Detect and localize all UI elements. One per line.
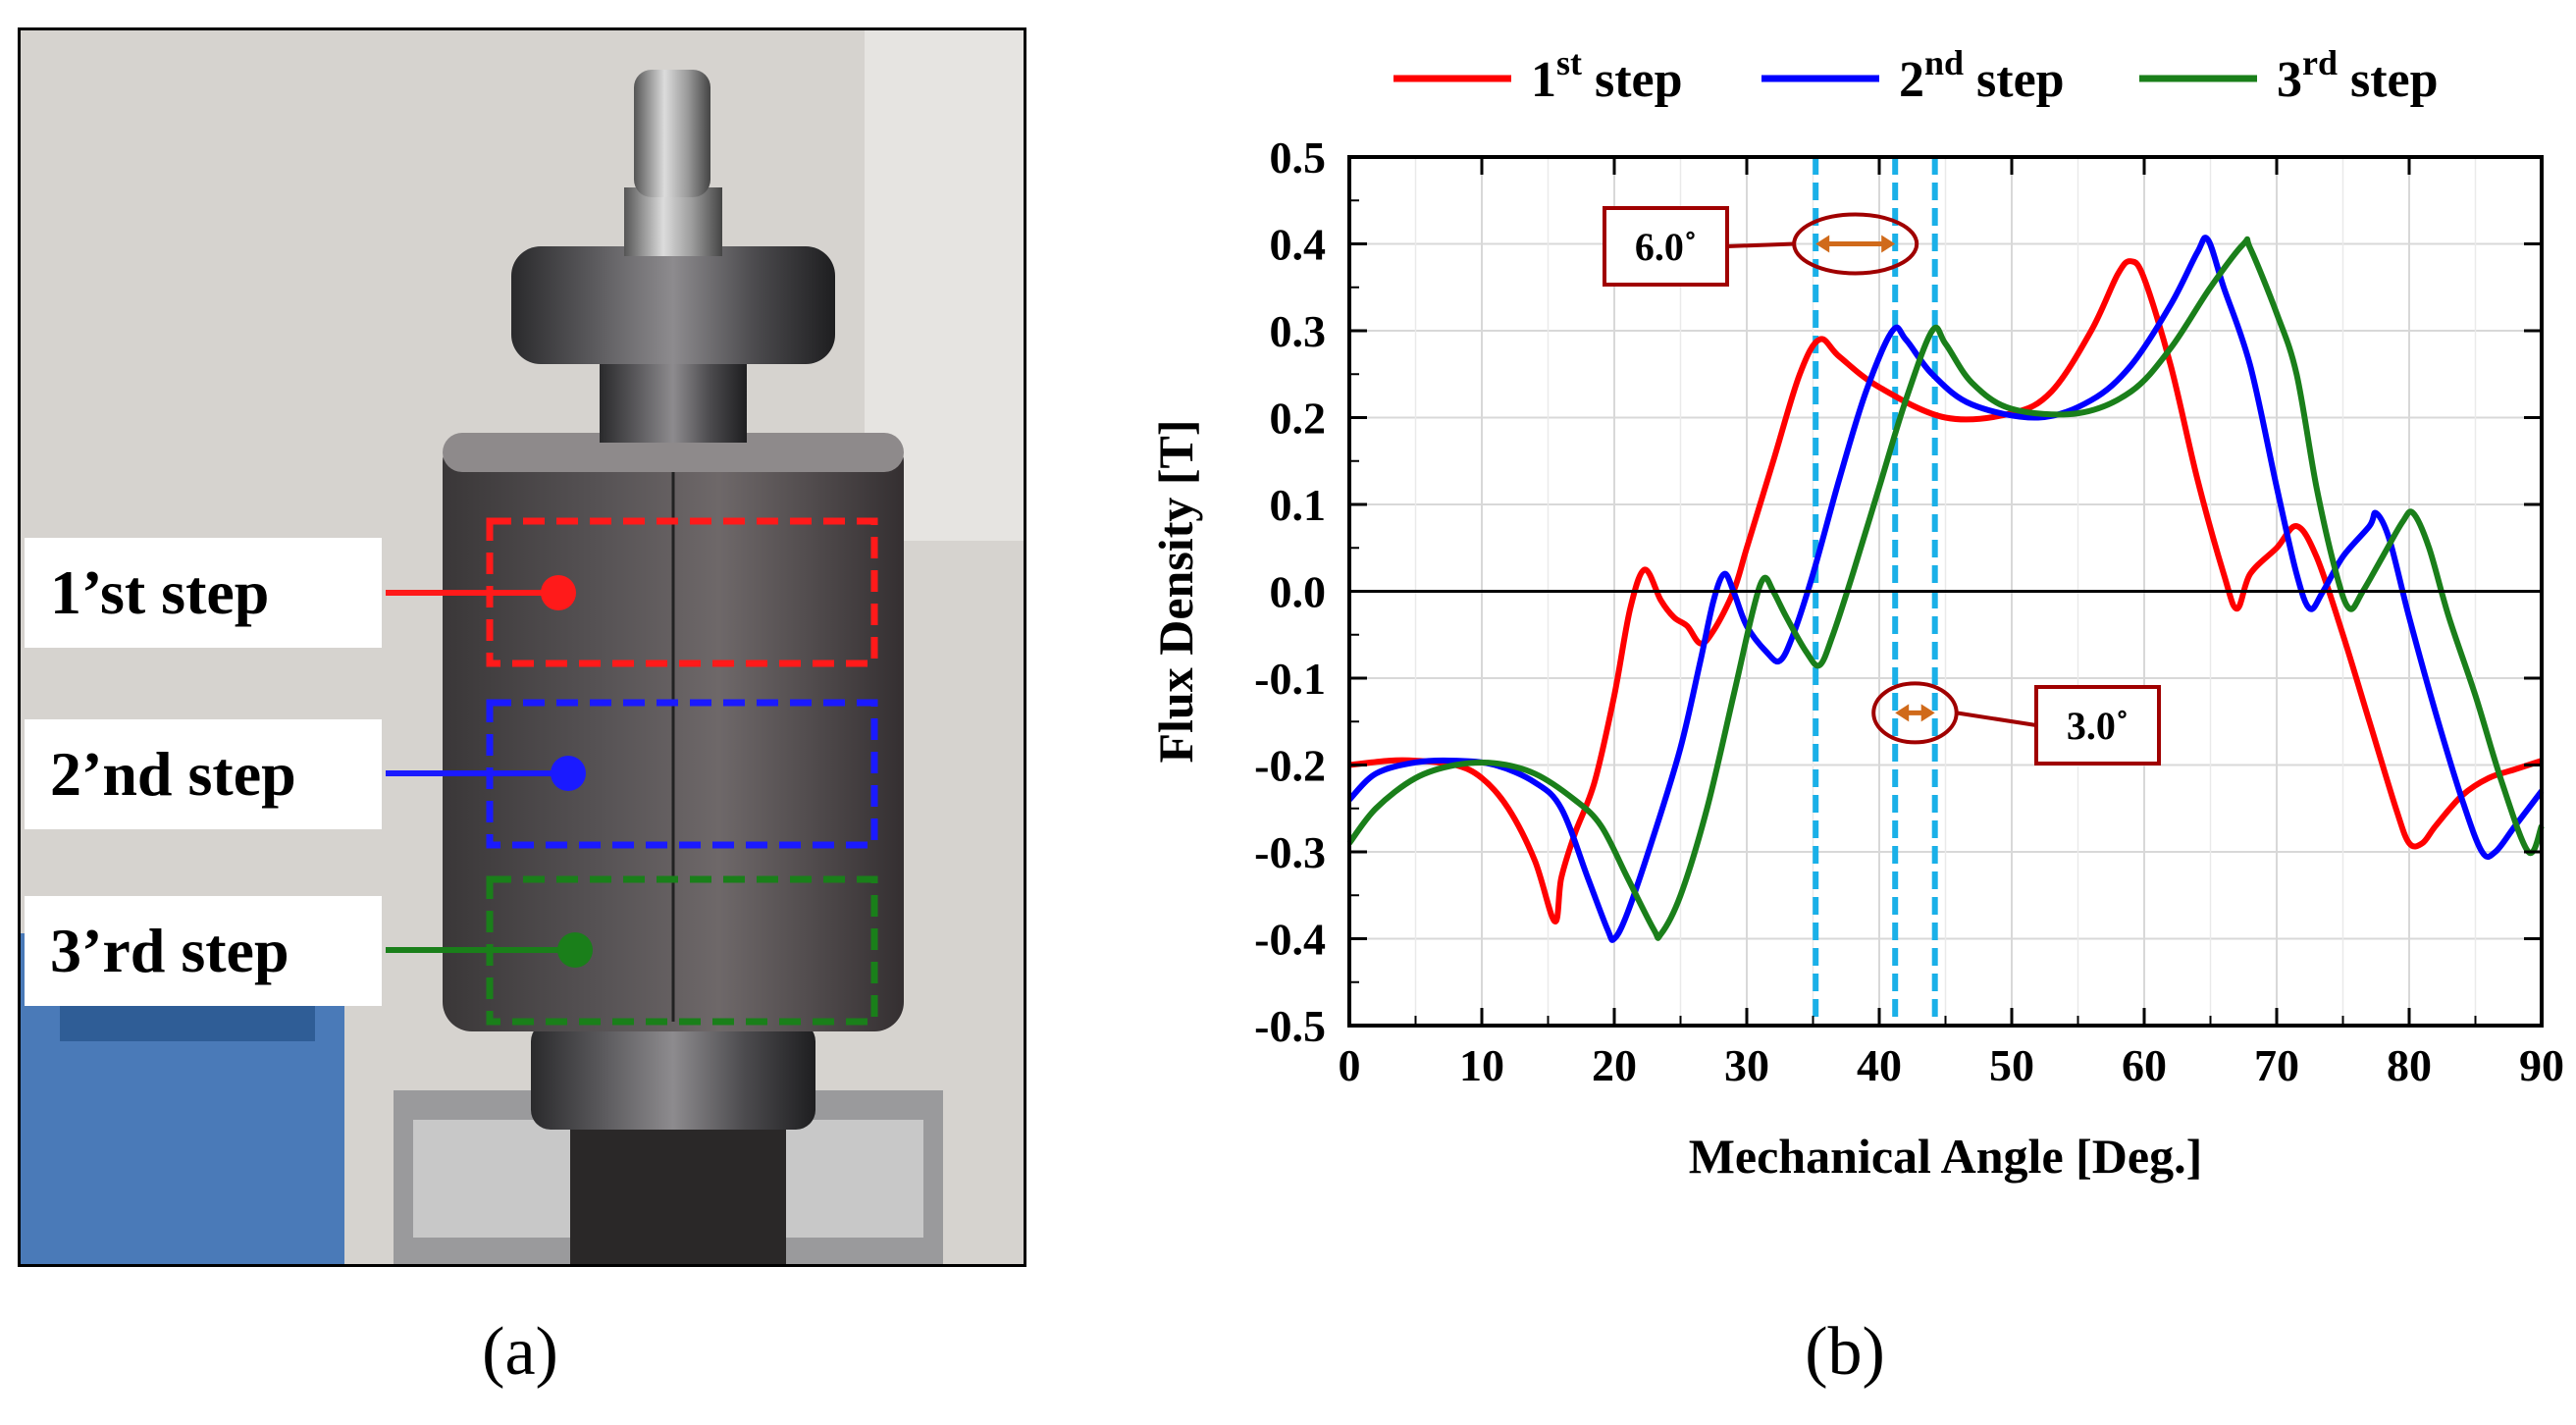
- step3-marker: [557, 932, 593, 968]
- step2-label: 2’nd step: [25, 719, 382, 829]
- y-tick-label: -0.4: [1254, 915, 1326, 965]
- legend-label-1: 1st step: [1531, 43, 1683, 108]
- y-tick-label: -0.1: [1254, 654, 1326, 704]
- y-tick-label: 0.3: [1270, 306, 1327, 356]
- step2-marker: [551, 756, 586, 791]
- y-tick-label: -0.2: [1254, 741, 1326, 791]
- caption-b: (b): [1805, 1314, 1885, 1390]
- x-tick-label: 20: [1592, 1040, 1637, 1090]
- step1-label: 1’st step: [25, 538, 382, 648]
- rotor-photo: 1’st step 2’nd step 3’rd step: [18, 27, 1026, 1267]
- legend-label-2: 2nd step: [1899, 43, 2065, 108]
- y-tick-label: 0.1: [1270, 480, 1327, 530]
- axis-ticks: [1347, 155, 2544, 1028]
- step1-marker: [541, 575, 576, 610]
- x-tick-label: 40: [1857, 1040, 1902, 1090]
- x-tick-label: 0: [1339, 1040, 1361, 1090]
- annotation-text-2: 3.0˚: [2067, 704, 2129, 748]
- annotation-text-1: 6.0˚: [1635, 225, 1697, 269]
- x-tick-label: 30: [1724, 1040, 1769, 1090]
- x-tick-label: 60: [2122, 1040, 2167, 1090]
- x-tick-label: 90: [2519, 1040, 2564, 1090]
- x-tick-labels: 0 10 20 30 40 50 60 70 80 90: [1339, 1040, 2565, 1090]
- legend-label-3: 3rd step: [2277, 43, 2439, 108]
- chart-legend: 1st step 2nd step 3rd step: [1393, 43, 2439, 108]
- x-tick-label: 50: [1989, 1040, 2034, 1090]
- y-tick-label: 0.0: [1270, 567, 1327, 617]
- chart-series: [1346, 235, 2545, 943]
- y-axis-title: Flux Density [T]: [1148, 420, 1203, 764]
- x-tick-label: 10: [1459, 1040, 1504, 1090]
- series-line-1: [1348, 258, 2543, 924]
- chart-annotations: 6.0˚ 3.0˚: [1603, 206, 2161, 765]
- annotation-arrow-left-1: [1815, 235, 1830, 253]
- annotation-arrow-right-2: [1920, 704, 1935, 722]
- step-regions: [386, 517, 878, 1026]
- y-tick-label: 0.5: [1270, 132, 1327, 183]
- x-tick-label: 70: [2254, 1040, 2299, 1090]
- y-tick-label: -0.5: [1254, 1001, 1326, 1051]
- y-tick-label: 0.4: [1270, 220, 1327, 270]
- series-line-2: [1346, 235, 2545, 943]
- x-tick-label: 80: [2387, 1040, 2432, 1090]
- x-axis-title: Mechanical Angle [Deg.]: [1689, 1129, 2203, 1184]
- annotation-leader-1: [1726, 241, 1795, 248]
- annotation-box-2: [2034, 685, 2161, 765]
- caption-a: (a): [482, 1314, 558, 1390]
- y-tick-label: -0.3: [1254, 827, 1326, 877]
- annotation-arrow-left-2: [1895, 704, 1910, 722]
- series-line-3: [1346, 236, 2545, 941]
- annotation-leader-2: [1956, 711, 2037, 727]
- step3-label: 3’rd step: [25, 896, 382, 1006]
- y-tick-labels: -0.5 -0.4 -0.3 -0.2 -0.1 0.0 0.1 0.2 0.3 0.4 0.5: [1254, 132, 1326, 1051]
- y-tick-label: 0.2: [1270, 394, 1327, 444]
- annotation-arrow-right-1: [1881, 235, 1896, 253]
